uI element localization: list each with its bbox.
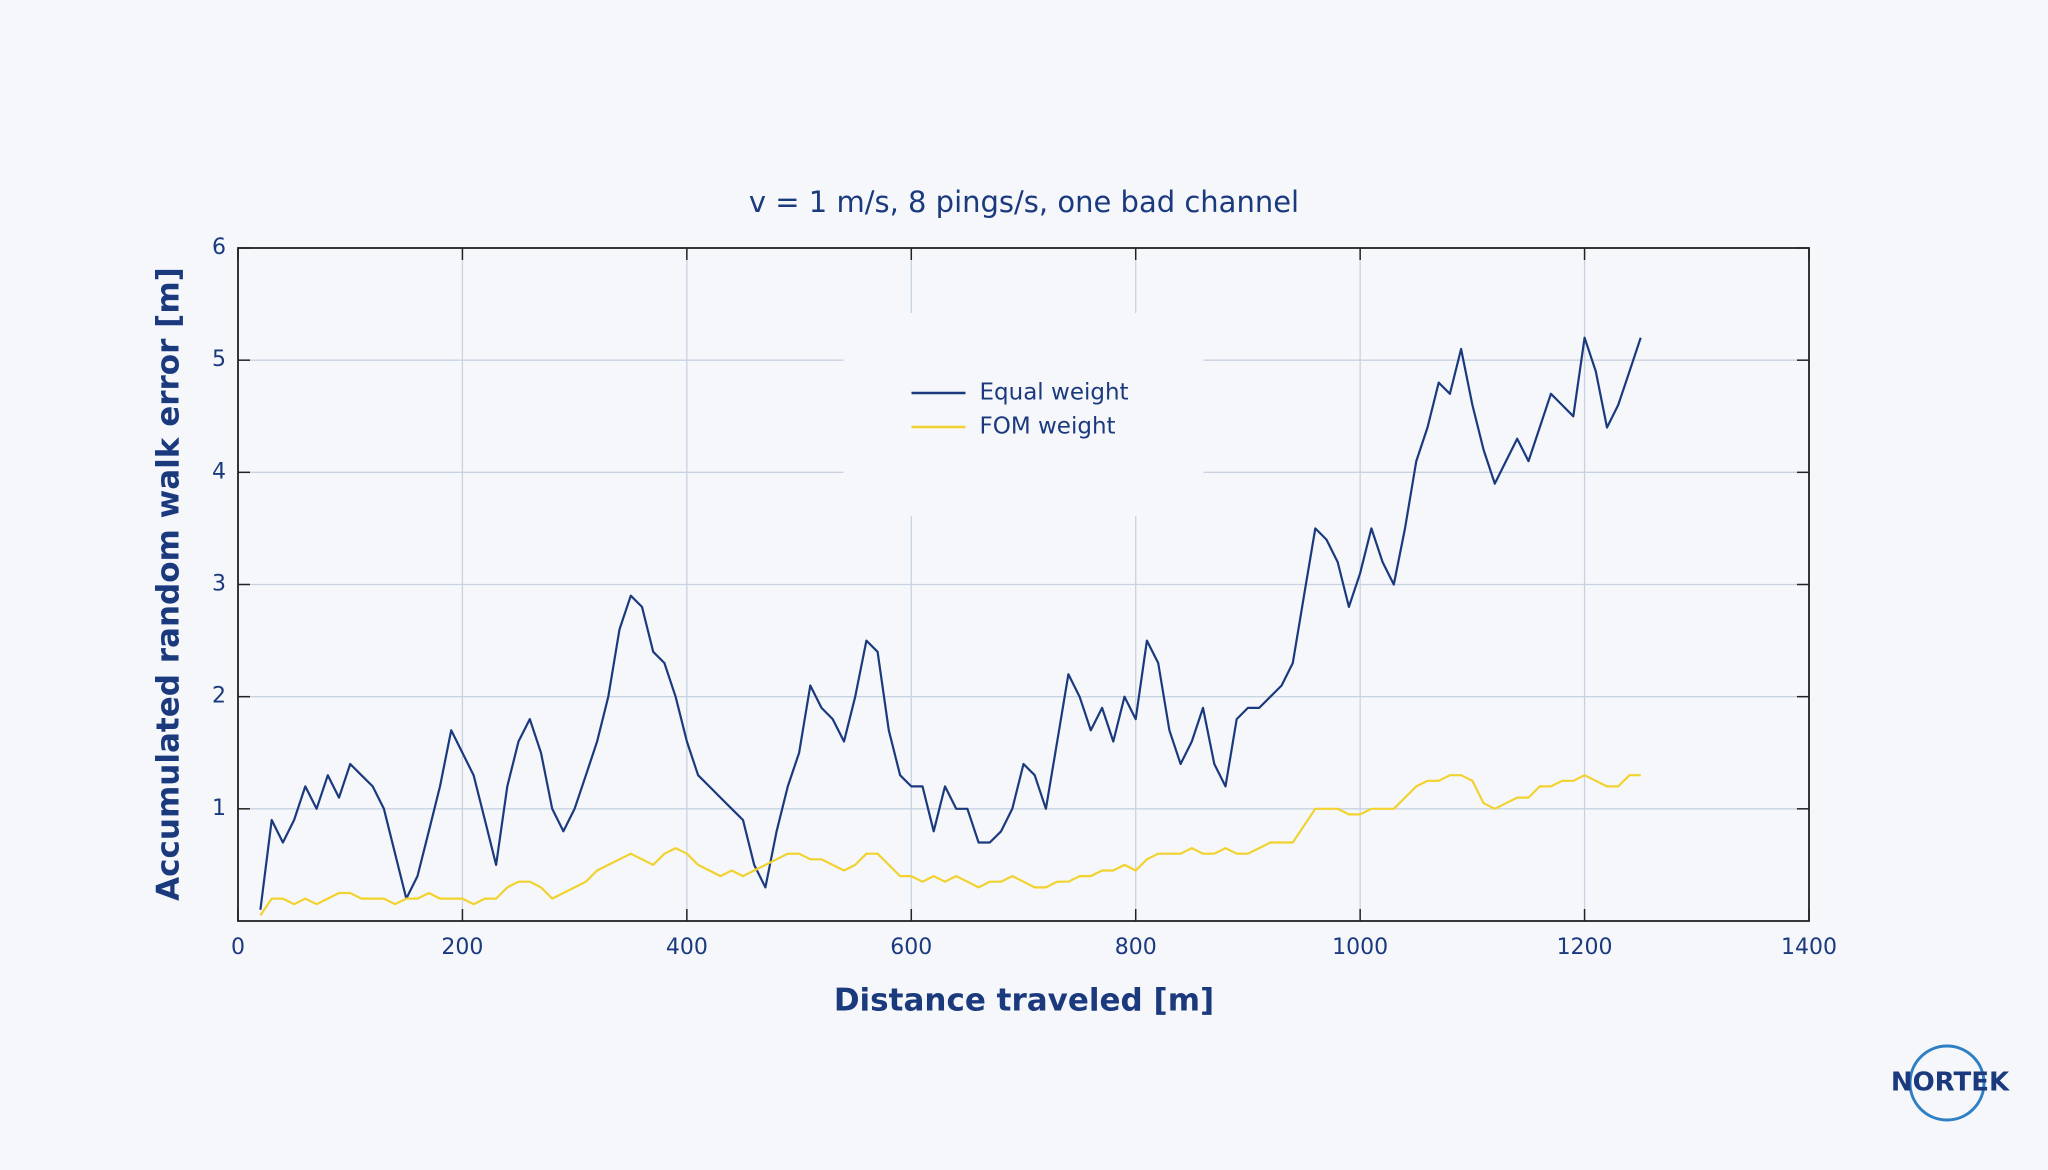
y-tick-label: 3 xyxy=(212,572,226,597)
data-line xyxy=(259,774,1641,917)
legend-box xyxy=(843,313,1204,516)
legend-label: FOM weight xyxy=(980,414,1116,440)
y-axis-label: Accumulated random walk error [m] xyxy=(151,267,187,901)
x-tick-label: 600 xyxy=(890,935,932,960)
x-tick-label: 200 xyxy=(441,935,483,960)
y-tick-label: 6 xyxy=(212,235,226,260)
x-tick-label: 1000 xyxy=(1332,935,1388,960)
x-tick-label: 400 xyxy=(666,935,708,960)
y-tick-label: 4 xyxy=(212,459,226,484)
chart-title: v = 1 m/s, 8 pings/s, one bad channel xyxy=(749,185,1299,219)
plot-frame xyxy=(237,247,1810,922)
x-tick-label: 800 xyxy=(1115,935,1157,960)
data-line xyxy=(259,336,1642,910)
x-tick-label: 1400 xyxy=(1781,935,1837,960)
logo-ring xyxy=(1908,1044,1986,1122)
plot-area: 0 200 400 600 800 1000 1200 1400 1 2 3 4 5 6 Equal wei… xyxy=(212,235,1837,960)
logo: NORTEK xyxy=(1891,1044,2010,1122)
logo-text: NORTEK xyxy=(1891,1068,2010,1098)
y-tick-label: 5 xyxy=(212,347,226,372)
legend-label: Equal weight xyxy=(980,380,1129,406)
y-tick-label: 1 xyxy=(212,796,226,821)
x-axis-label: Distance traveled [m] xyxy=(834,983,1214,1019)
x-tick-label: 1200 xyxy=(1557,935,1613,960)
y-tick-label: 2 xyxy=(212,684,226,709)
x-tick-label: 0 xyxy=(231,935,245,960)
